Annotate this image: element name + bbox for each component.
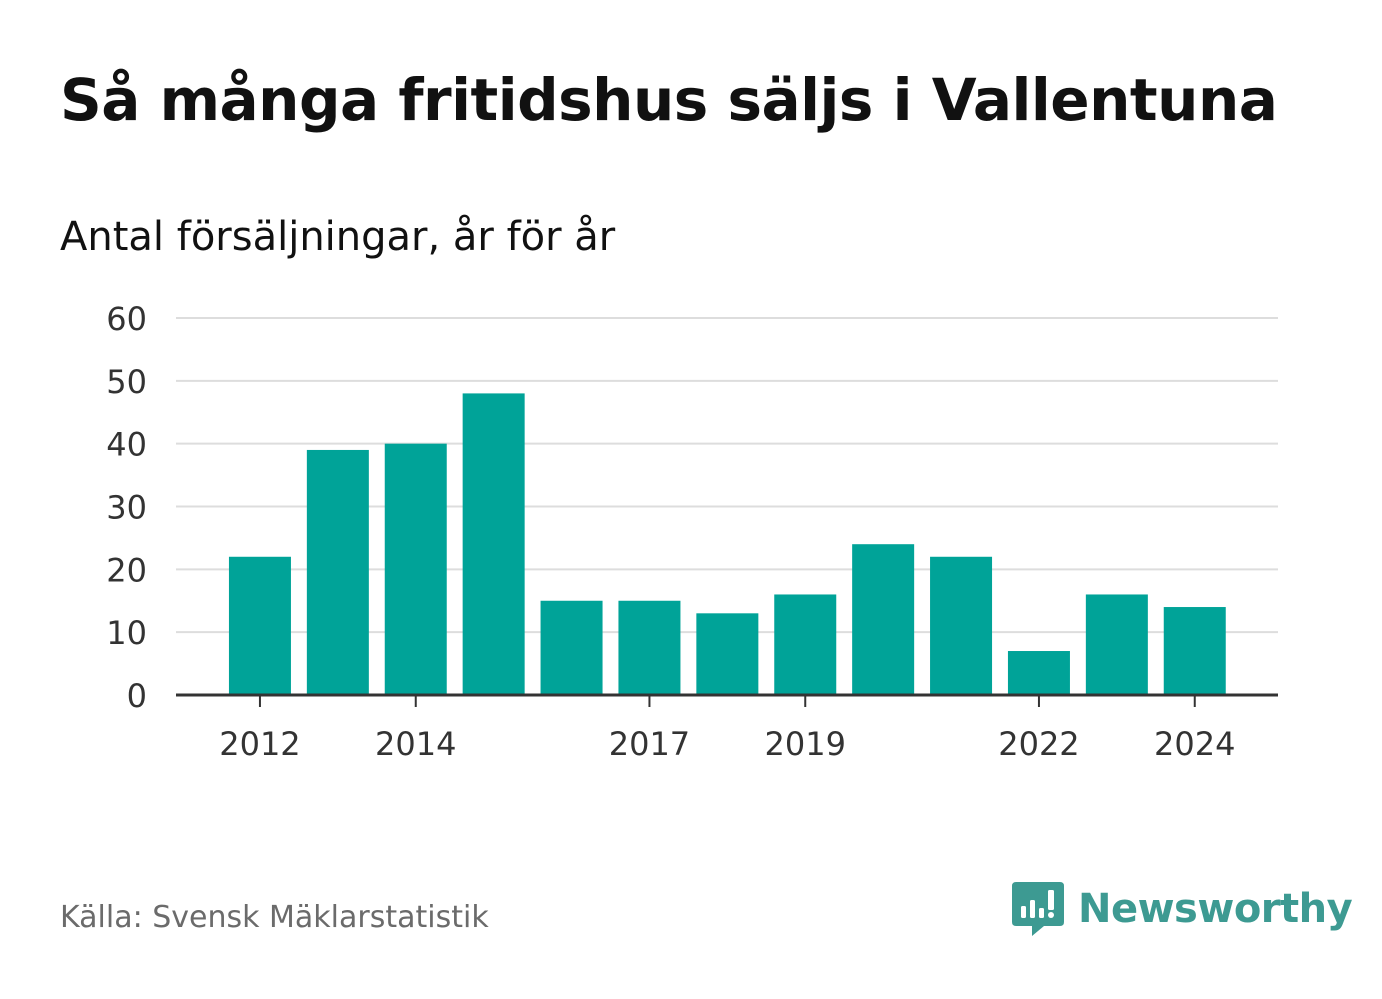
bar-2024 <box>1163 607 1226 695</box>
y-tick-label: 20 <box>106 551 147 589</box>
bar-2016 <box>540 600 603 695</box>
y-tick-label: 0 <box>127 677 147 715</box>
bars <box>228 393 1226 695</box>
x-axis <box>176 693 1278 707</box>
x-tick-label: 2014 <box>375 725 456 763</box>
chart-subtitle: Antal försäljningar, år för år <box>60 214 616 260</box>
x-tick-label: 2024 <box>1154 725 1235 763</box>
y-tick-label: 50 <box>106 363 147 401</box>
bar-2020 <box>852 544 915 695</box>
bar-2015 <box>462 393 525 695</box>
source-note: Källa: Svensk Mäklarstatistik <box>60 900 489 935</box>
x-tick-label: 2012 <box>219 725 300 763</box>
bar-2014 <box>384 443 447 695</box>
y-tick-label: 10 <box>106 614 147 652</box>
y-tick-label: 40 <box>106 426 147 464</box>
bar-2022 <box>1007 651 1070 695</box>
bar-2023 <box>1085 594 1148 695</box>
y-tick-label: 30 <box>106 489 147 527</box>
chart-title: Så många fritidshus säljs i Vallentuna <box>60 66 1278 134</box>
bar-2021 <box>930 556 993 695</box>
x-tick-labels: 2012 2014 2017 2019 2022 2024 <box>219 725 1235 763</box>
brand-name: Newsworthy <box>1078 886 1353 932</box>
y-tick-label: 60 <box>106 300 147 338</box>
x-tick-label: 2022 <box>998 725 1079 763</box>
brand: Newsworthy <box>1010 878 1353 940</box>
newsworthy-logo-icon <box>1012 882 1064 936</box>
x-tick-label: 2019 <box>765 725 846 763</box>
y-tick-labels: 0 10 20 30 40 50 60 <box>106 300 147 715</box>
bar-2019 <box>774 594 837 695</box>
bar-2013 <box>306 449 369 695</box>
x-tick-label: 2017 <box>609 725 690 763</box>
bar-2017 <box>618 600 681 695</box>
bar-2012 <box>228 556 291 695</box>
bar-2018 <box>696 613 759 695</box>
